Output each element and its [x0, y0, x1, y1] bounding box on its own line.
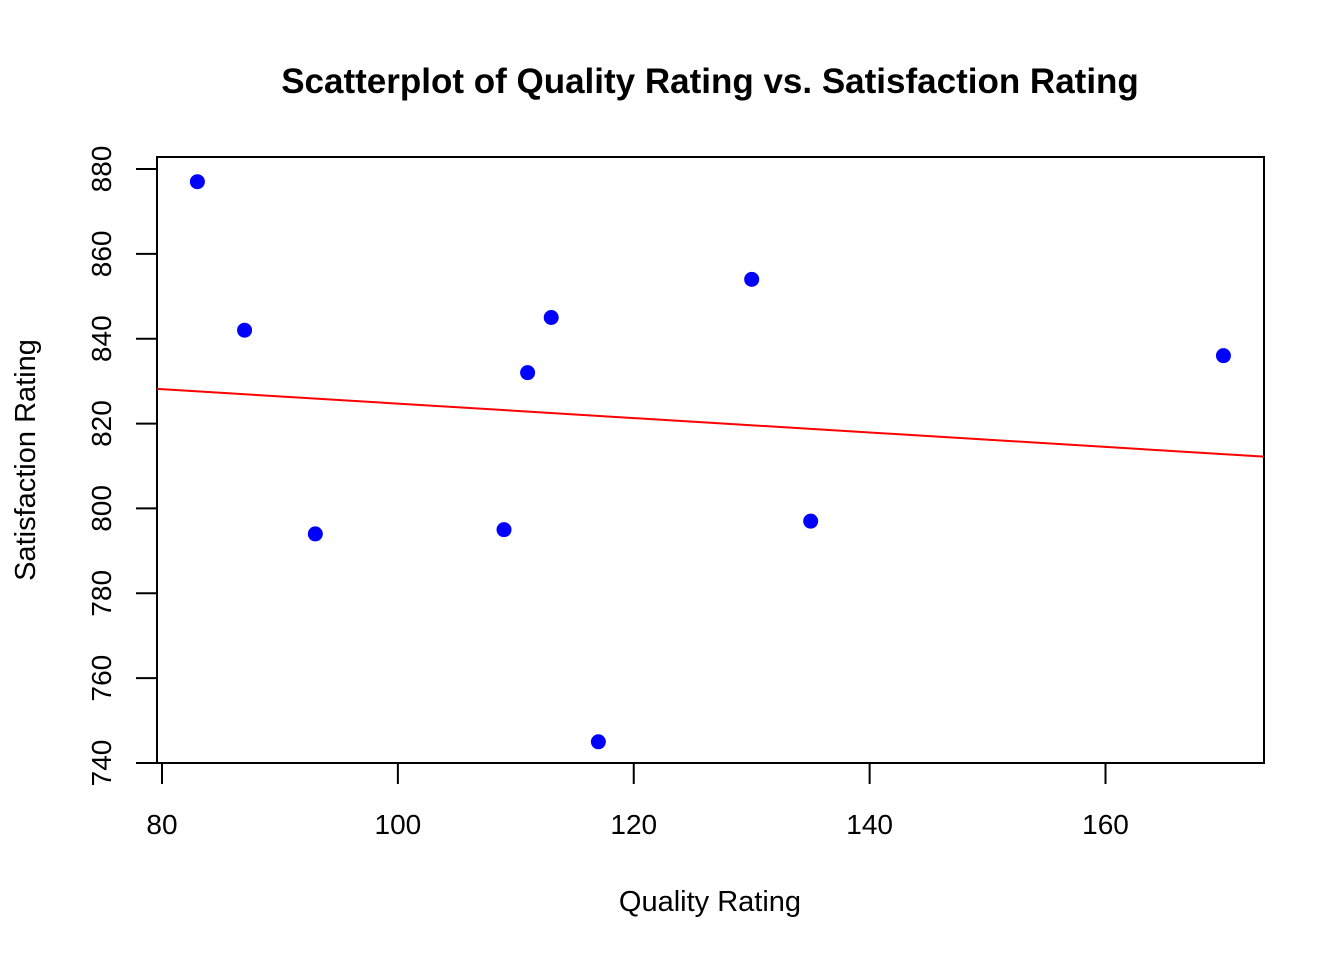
x-axis-label: Quality Rating [619, 886, 801, 918]
regression-line [156, 387, 1265, 458]
data-point [803, 513, 819, 529]
x-axis: 80 100 120 140 160 [146, 762, 1129, 840]
plot-frame [156, 156, 1265, 764]
data-point [237, 322, 253, 338]
data-point [189, 174, 205, 190]
x-tick-label: 80 [146, 809, 177, 840]
data-point [496, 522, 512, 538]
y-axis: 740 760 780 800 820 840 860 880 [86, 146, 158, 787]
x-tick-label: 160 [1082, 809, 1129, 840]
y-tick-label: 820 [86, 400, 117, 447]
data-point [1215, 348, 1231, 364]
data-points [189, 174, 1231, 750]
x-tick-label: 100 [375, 809, 422, 840]
y-tick-label: 760 [86, 655, 117, 702]
y-tick-label: 840 [86, 315, 117, 362]
y-tick-label: 800 [86, 485, 117, 532]
y-tick-label: 780 [86, 570, 117, 617]
data-point [520, 365, 536, 381]
x-tick-label: 120 [610, 809, 657, 840]
data-point [744, 271, 760, 287]
x-tick-label: 140 [846, 809, 893, 840]
chart-title: Scatterplot of Quality Rating vs. Satisf… [281, 62, 1139, 101]
data-point [590, 734, 606, 750]
data-point [307, 526, 323, 542]
y-tick-label: 880 [86, 146, 117, 193]
regression-line-group [156, 387, 1265, 458]
y-tick-label: 740 [86, 740, 117, 787]
y-axis-label: Satisfaction Rating [10, 339, 42, 581]
data-point [543, 310, 559, 325]
y-tick-label: 860 [86, 230, 117, 277]
